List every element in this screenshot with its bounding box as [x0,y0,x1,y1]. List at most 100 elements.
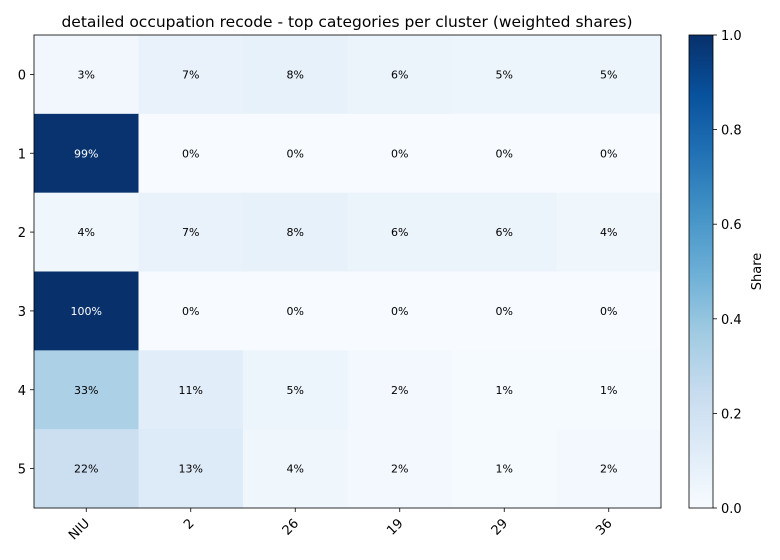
heatmap-cell [34,113,139,194]
cell-value-label: 33% [74,384,98,397]
colorbar-tick-label: 0.6 [721,218,742,233]
cell-value-label: 6% [496,226,513,239]
heatmap-cell [347,113,453,194]
y-tick-label: 1 [18,147,26,162]
heatmap-cells [34,35,662,509]
heatmap-cell [243,271,348,351]
colorbar-label: Share [750,253,765,291]
y-tick-label: 4 [18,384,26,399]
cell-value-label: 0% [287,147,304,160]
heatmap-cell [34,192,139,272]
heatmap-cell [34,271,139,351]
cell-value-label: 0% [391,305,408,318]
cell-value-label: 4% [78,226,95,239]
y-axis: 0 1 2 3 4 5 [18,68,34,478]
heatmap-cell [556,271,662,351]
colorbar [688,34,714,509]
cell-value-label: 2% [391,384,408,397]
cell-value-label: 11% [179,384,203,397]
heatmap-cell [452,35,557,115]
cell-value-label: 6% [391,68,408,81]
cell-value-label: 1% [600,384,617,397]
cell-value-label: 99% [74,147,98,160]
heatmap-cell [243,35,348,115]
heatmap-cell [34,35,139,115]
cell-value-label: 0% [496,147,513,160]
heatmap-cell-labels: 3% 7% 8% 6% 5% 5% 99% 0% 0% 0% 0% 0% 4% 7% 8% 6% 6% 4% 100… [71,68,618,475]
x-tick-label: NIU [66,516,93,543]
heatmap-cell [452,113,557,194]
heatmap-cell [347,192,453,272]
cell-value-label: 0% [391,147,408,160]
heatmap-cell [347,271,453,351]
heatmap-cell [556,350,662,430]
cell-value-label: 8% [287,68,304,81]
colorbar-tick-label: 1.0 [721,29,742,44]
cell-value-label: 8% [287,226,304,239]
heatmap-cell [452,192,557,272]
heatmap-cell [556,192,662,272]
heatmap-cell [556,113,662,194]
heatmap-cell [243,192,348,272]
heatmap-cell [34,350,139,430]
heatmap-cell [347,35,453,115]
heatmap-cell [347,350,453,430]
cell-value-label: 0% [182,147,199,160]
cell-value-label: 5% [496,68,513,81]
cell-value-label: 2% [391,463,408,476]
cell-value-label: 7% [182,68,199,81]
cell-value-label: 5% [287,384,304,397]
heatmap-cell [34,429,139,509]
plot-frame [33,34,662,509]
heatmap-cell [452,350,557,430]
cell-value-label: 1% [496,384,513,397]
heatmap-cell [138,350,244,430]
cell-value-label: 1% [496,463,513,476]
x-tick-label: 19 [384,516,406,538]
heatmap-cell [243,429,348,509]
cell-value-label: 0% [600,305,617,318]
heatmap-cell [243,350,348,430]
heatmap-cell [138,192,244,272]
x-tick-label: 36 [593,516,615,538]
y-tick-label: 0 [18,68,26,83]
cell-value-label: 0% [287,305,304,318]
cell-value-label: 4% [287,463,304,476]
colorbar-tick-label: 0.0 [721,502,742,517]
cell-value-label: 5% [600,68,617,81]
heatmap-cell [452,429,557,509]
colorbar-tick-label: 0.4 [721,313,742,328]
x-tick-label: 2 [181,516,197,532]
heatmap-cell [452,271,557,351]
heatmap-cell [347,429,453,509]
heatmap-cell [138,271,244,351]
x-tick-label: 26 [280,516,302,538]
x-axis: NIU 2 26 19 29 36 [66,508,616,543]
cell-value-label: 0% [182,305,199,318]
heatmap-cell [138,113,244,194]
chart-title: detailed occupation recode - top categor… [61,13,632,31]
y-tick-label: 5 [18,463,26,478]
heatmap-cell [138,429,244,509]
cell-value-label: 2% [600,463,617,476]
cell-value-label: 0% [600,147,617,160]
cell-value-label: 0% [496,305,513,318]
colorbar-tick-label: 0.2 [721,407,742,422]
heatmap-cell [243,113,348,194]
cell-value-label: 100% [71,305,102,318]
cell-value-label: 4% [600,226,617,239]
cell-value-label: 3% [78,68,95,81]
cell-value-label: 6% [391,226,408,239]
cell-value-label: 7% [182,226,199,239]
colorbar-axis: 0.0 0.2 0.4 0.6 0.8 1.0 [713,29,742,517]
colorbar-tick-label: 0.8 [721,124,742,139]
heatmap-cell [556,429,662,509]
y-tick-label: 2 [18,226,26,241]
y-tick-label: 3 [18,305,26,320]
x-tick-label: 29 [489,516,511,538]
cell-value-label: 13% [179,463,203,476]
heatmap-cell [138,35,244,115]
cell-value-label: 22% [74,463,98,476]
heatmap-cell [556,35,662,115]
